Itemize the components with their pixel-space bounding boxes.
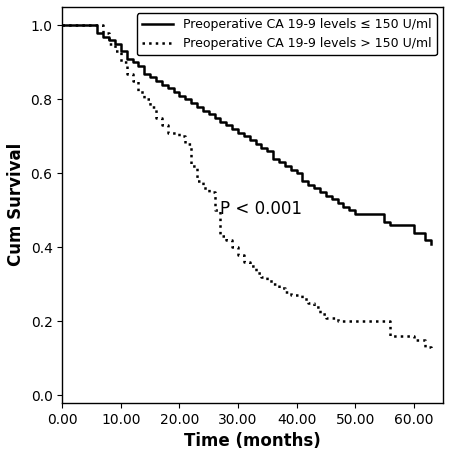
Line: Preoperative CA 19-9 levels ≤ 150 U/ml: Preoperative CA 19-9 levels ≤ 150 U/ml	[62, 26, 432, 244]
Preoperative CA 19-9 levels > 150 U/ml	[311, 304, 317, 309]
Preoperative CA 19-9 levels ≤ 150 U/ml	[189, 101, 194, 106]
Preoperative CA 19-9 levels > 150 U/ml	[148, 104, 153, 110]
Preoperative CA 19-9 levels > 150 U/ml	[423, 345, 428, 350]
Preoperative CA 19-9 levels > 150 U/ml	[100, 30, 106, 36]
Preoperative CA 19-9 levels > 150 U/ml	[194, 178, 200, 184]
Preoperative CA 19-9 levels > 150 U/ml	[241, 260, 247, 265]
Preoperative CA 19-9 levels > 150 U/ml	[118, 60, 123, 65]
Preoperative CA 19-9 levels > 150 U/ml	[94, 23, 100, 28]
Preoperative CA 19-9 levels > 150 U/ml	[136, 89, 141, 95]
Preoperative CA 19-9 levels > 150 U/ml	[142, 97, 147, 102]
Preoperative CA 19-9 levels > 150 U/ml	[387, 334, 393, 339]
Preoperative CA 19-9 levels > 150 U/ml	[323, 315, 328, 320]
Preoperative CA 19-9 levels > 150 U/ml	[247, 263, 252, 269]
Preoperative CA 19-9 levels > 150 U/ml	[259, 274, 264, 280]
Preoperative CA 19-9 levels > 150 U/ml	[218, 234, 223, 239]
Preoperative CA 19-9 levels ≤ 150 U/ml	[59, 23, 65, 28]
Line: Preoperative CA 19-9 levels > 150 U/ml: Preoperative CA 19-9 levels > 150 U/ml	[62, 26, 432, 351]
Preoperative CA 19-9 levels > 150 U/ml	[276, 285, 282, 291]
Preoperative CA 19-9 levels > 150 U/ml	[206, 189, 211, 195]
Preoperative CA 19-9 levels ≤ 150 U/ml	[382, 219, 387, 224]
Preoperative CA 19-9 levels ≤ 150 U/ml	[265, 149, 270, 154]
Y-axis label: Cum Survival: Cum Survival	[7, 143, 25, 266]
Preoperative CA 19-9 levels > 150 U/ml	[124, 71, 129, 76]
Preoperative CA 19-9 levels > 150 U/ml	[329, 315, 334, 320]
Preoperative CA 19-9 levels > 150 U/ml	[270, 282, 276, 287]
Preoperative CA 19-9 levels > 150 U/ml	[253, 271, 258, 276]
Preoperative CA 19-9 levels > 150 U/ml	[411, 337, 416, 343]
Preoperative CA 19-9 levels > 150 U/ml	[212, 207, 217, 213]
Legend: Preoperative CA 19-9 levels ≤ 150 U/ml, Preoperative CA 19-9 levels > 150 U/ml: Preoperative CA 19-9 levels ≤ 150 U/ml, …	[137, 13, 437, 55]
Preoperative CA 19-9 levels > 150 U/ml	[300, 297, 305, 302]
Preoperative CA 19-9 levels > 150 U/ml	[341, 319, 346, 324]
Preoperative CA 19-9 levels > 150 U/ml	[112, 48, 117, 54]
Preoperative CA 19-9 levels > 150 U/ml	[171, 130, 176, 135]
Preoperative CA 19-9 levels ≤ 150 U/ml	[429, 241, 434, 246]
Preoperative CA 19-9 levels > 150 U/ml	[189, 163, 194, 169]
Preoperative CA 19-9 levels > 150 U/ml	[165, 130, 171, 135]
Preoperative CA 19-9 levels ≤ 150 U/ml	[276, 159, 282, 165]
X-axis label: Time (months): Time (months)	[184, 432, 321, 450]
Preoperative CA 19-9 levels > 150 U/ml	[153, 115, 159, 121]
Preoperative CA 19-9 levels > 150 U/ml	[89, 23, 94, 28]
Preoperative CA 19-9 levels > 150 U/ml	[317, 311, 323, 317]
Preoperative CA 19-9 levels ≤ 150 U/ml	[224, 122, 229, 128]
Preoperative CA 19-9 levels ≤ 150 U/ml	[106, 37, 112, 43]
Preoperative CA 19-9 levels > 150 U/ml	[306, 300, 311, 306]
Preoperative CA 19-9 levels > 150 U/ml	[335, 319, 340, 324]
Preoperative CA 19-9 levels > 150 U/ml	[282, 289, 288, 295]
Preoperative CA 19-9 levels > 150 U/ml	[294, 293, 299, 298]
Preoperative CA 19-9 levels > 150 U/ml	[177, 134, 182, 139]
Preoperative CA 19-9 levels > 150 U/ml	[288, 293, 293, 298]
Preoperative CA 19-9 levels > 150 U/ml	[224, 237, 229, 243]
Preoperative CA 19-9 levels > 150 U/ml	[159, 122, 165, 128]
Preoperative CA 19-9 levels > 150 U/ml	[106, 41, 112, 47]
Preoperative CA 19-9 levels > 150 U/ml	[200, 186, 206, 191]
Preoperative CA 19-9 levels > 150 U/ml	[265, 278, 270, 283]
Preoperative CA 19-9 levels > 150 U/ml	[183, 141, 188, 147]
Preoperative CA 19-9 levels > 150 U/ml	[235, 252, 241, 258]
Preoperative CA 19-9 levels > 150 U/ml	[130, 78, 135, 84]
Preoperative CA 19-9 levels > 150 U/ml	[429, 348, 434, 354]
Text: P < 0.001: P < 0.001	[220, 200, 302, 218]
Preoperative CA 19-9 levels > 150 U/ml	[59, 23, 65, 28]
Preoperative CA 19-9 levels > 150 U/ml	[230, 244, 235, 250]
